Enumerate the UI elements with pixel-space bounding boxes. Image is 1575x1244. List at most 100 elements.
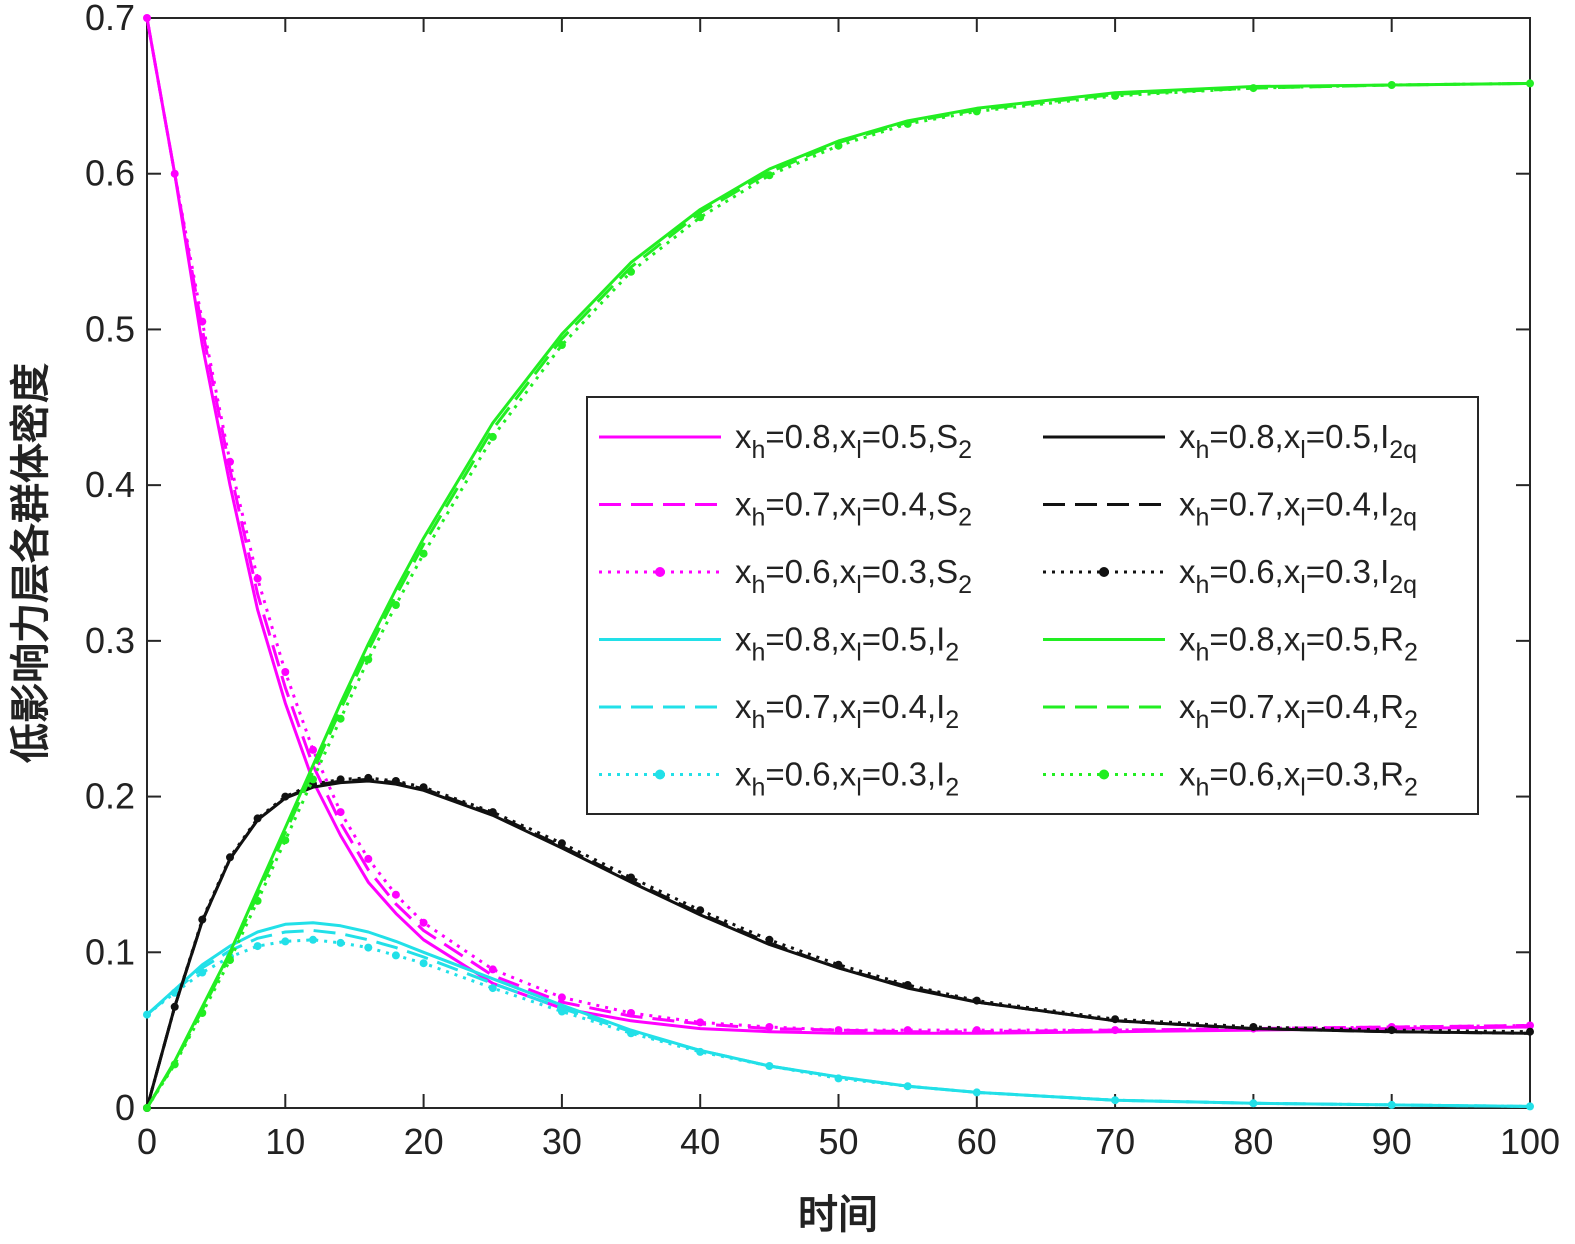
data-point [336,808,345,817]
legend-entry-label: xh=0.7,xl=0.4,I2q [1179,486,1417,532]
data-point [253,942,262,951]
legend-subscript: l [856,774,862,802]
data-point [364,773,373,782]
x-tick-label: 50 [818,1121,858,1162]
y-tick-label: 0.3 [85,620,135,661]
legend-text-part: =0.5,I [862,621,945,658]
data-point [1526,1027,1534,1036]
data-point [765,171,774,180]
data-point [198,317,207,326]
y-tick-label: 0 [115,1087,135,1128]
legend-subscript: 2 [1404,639,1418,667]
legend-text-part: =0.8,x [1209,621,1300,658]
legend-subscript: 2q [1389,504,1417,532]
data-point [765,935,774,944]
legend-subscript: 2q [1389,571,1417,599]
data-point [834,141,843,150]
legend-text-part: =0.3,S [862,553,958,590]
series-line [145,17,1531,1034]
legend-subscript: h [752,706,766,734]
data-point [557,839,566,848]
data-point [834,960,843,969]
series-line [145,17,1531,1035]
legend-entry-label: xh=0.8,xl=0.5,I2q [1179,418,1417,464]
data-point [1387,1100,1396,1109]
x-tick-label: 20 [404,1121,444,1162]
y-tick-label: 0.2 [85,776,135,817]
data-point [1111,91,1120,100]
legend-subscript: 2 [958,504,972,532]
x-tick-label: 90 [1372,1121,1412,1162]
legend-subscript: l [1300,504,1306,532]
legend-entry-label: xh=0.8,xl=0.5,I2 [735,621,959,667]
legend-text-part: x [735,756,752,793]
data-point [1387,1026,1396,1035]
legend: xh=0.8,xl=0.5,S2xh=0.7,xl=0.4,S2xh=0.6,x… [586,396,1479,815]
legend-subscript: h [1196,504,1210,532]
legend-subscript: l [856,436,862,464]
data-point [903,1026,912,1035]
legend-subscript: l [856,639,862,667]
y-tick-label: 0.5 [85,308,135,349]
data-point [972,107,981,116]
legend-text-part: =0.6,x [765,756,856,793]
legend-text-part: x [1179,756,1196,793]
data-point [488,965,497,974]
data-point [1249,1099,1258,1108]
legend-text-part: =0.7,x [765,688,856,725]
data-point [696,906,705,915]
x-tick-label: 30 [542,1121,582,1162]
legend-entry-label: xh=0.6,xl=0.3,I2 [735,756,959,802]
data-point [627,873,635,882]
legend-subscript: h [752,504,766,532]
data-point [391,777,400,785]
legend-subscript: l [1300,706,1306,734]
legend-subscript: h [752,436,766,464]
legend-subscript: 2 [945,639,959,667]
data-point [336,938,345,947]
data-point [765,1062,774,1070]
legend-entry-label: xh=0.7,xl=0.4,I2 [735,688,959,734]
legend-text-part: =0.4,R [1306,688,1404,725]
data-point [198,968,207,977]
data-point [488,808,497,817]
legend-subscript: l [1300,639,1306,667]
data-point [1526,1021,1534,1030]
legend-subscript: l [1300,571,1306,599]
legend-text-part: =0.4,I [862,688,945,725]
legend-text-part: x [1179,621,1196,658]
legend-text-part: =0.3,I [1306,553,1389,590]
data-point [557,341,566,349]
data-point [627,267,635,276]
data-point [364,854,373,863]
data-point [336,714,345,723]
legend-subscript: 2 [1404,774,1418,802]
data-point [419,783,428,792]
data-point [1249,1023,1258,1031]
legend-marker [655,769,665,780]
legend-text-part: x [1179,688,1196,725]
legend-subscript: h [1196,774,1210,802]
data-point [143,1010,151,1019]
series-line [145,81,1531,1109]
legend-text-part: x [735,553,752,590]
legend-subscript: h [1196,436,1210,464]
legend-entry-label: xh=0.6,xl=0.3,S2 [735,553,972,599]
legend-subscript: 2 [1404,706,1418,734]
data-point [170,1060,179,1069]
legend-subscript: h [752,774,766,802]
data-point [226,956,234,965]
data-point [834,1074,843,1083]
y-tick-label: 0.4 [85,464,135,505]
x-tick-label: 40 [680,1121,720,1162]
legend-text-part: =0.7,x [1209,486,1300,523]
legend-text-part: x [1179,486,1196,523]
legend-subscript: 2 [958,571,972,599]
legend-entry-label: xh=0.8,xl=0.5,R2 [1179,621,1418,667]
data-point [1111,1015,1120,1024]
data-point [1526,79,1534,88]
legend-text-part: =0.6,x [765,553,856,590]
legend-entry-label: xh=0.8,xl=0.5,S2 [735,418,972,464]
data-point [170,988,179,997]
